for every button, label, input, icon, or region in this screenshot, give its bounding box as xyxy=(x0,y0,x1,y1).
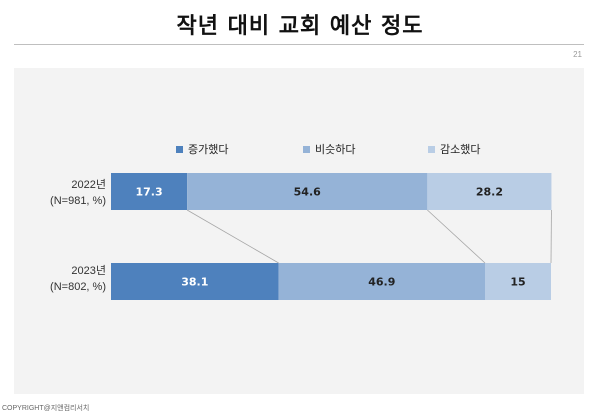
row-year-2022: 2022년 xyxy=(71,179,106,191)
legend-label-increased: 증가했다 xyxy=(188,143,229,156)
legend: 증가했다 비슷하다 감소했다 xyxy=(0,141,600,157)
legend-item-increased: 증가했다 xyxy=(176,141,228,157)
row-note-2023: (N=802, %) xyxy=(50,281,106,293)
row-label-2023: 2023년 (N=802, %) xyxy=(14,263,106,295)
bar-segment-2023-1 xyxy=(278,263,485,300)
connector-line-1 xyxy=(427,209,486,264)
bar-segment-2023-0 xyxy=(111,263,279,300)
legend-label-similar: 비슷하다 xyxy=(315,143,356,156)
chart-panel xyxy=(14,68,584,394)
bar-segment-2022-2 xyxy=(427,173,552,210)
row-note-2022: (N=981, %) xyxy=(50,195,106,207)
row-label-2022: 2022년 (N=981, %) xyxy=(14,177,106,209)
legend-swatch-decreased xyxy=(428,145,435,153)
row-year-2023: 2023년 xyxy=(71,265,106,277)
bar-segment-2023-2 xyxy=(485,263,551,300)
value-label-2023-0: 38.1 xyxy=(181,276,208,289)
copyright: COPYRIGHT@지앤컴리서치 xyxy=(2,405,90,412)
legend-swatch-similar xyxy=(303,145,310,153)
legend-item-similar: 비슷하다 xyxy=(303,141,355,157)
value-label-2023-2: 15 xyxy=(510,276,525,289)
page-title: 작년 대비 교회 예산 정도 xyxy=(176,14,424,39)
legend-item-decreased: 감소했다 xyxy=(428,141,480,157)
bar-segment-2022-1 xyxy=(187,173,428,210)
value-label-2023-1: 46.9 xyxy=(368,276,395,289)
value-label-2022-1: 54.6 xyxy=(294,186,321,199)
title-divider xyxy=(14,44,584,45)
bar-segment-2022-0 xyxy=(111,173,188,210)
legend-label-decreased: 감소했다 xyxy=(440,143,481,156)
connector-line-0 xyxy=(186,209,279,264)
page-number: 21 xyxy=(573,50,582,59)
value-label-2022-0: 17.3 xyxy=(135,186,162,199)
value-label-2022-2: 28.2 xyxy=(476,186,503,199)
legend-swatch-increased xyxy=(176,145,183,153)
